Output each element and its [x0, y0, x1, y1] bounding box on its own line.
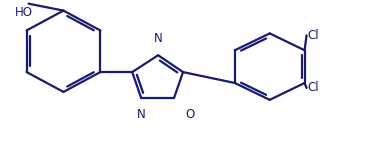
Text: Cl: Cl — [308, 29, 319, 42]
Text: Cl: Cl — [308, 82, 319, 94]
Text: N: N — [154, 32, 163, 45]
Text: O: O — [185, 108, 194, 121]
Text: HO: HO — [15, 6, 33, 19]
Text: N: N — [137, 108, 146, 121]
